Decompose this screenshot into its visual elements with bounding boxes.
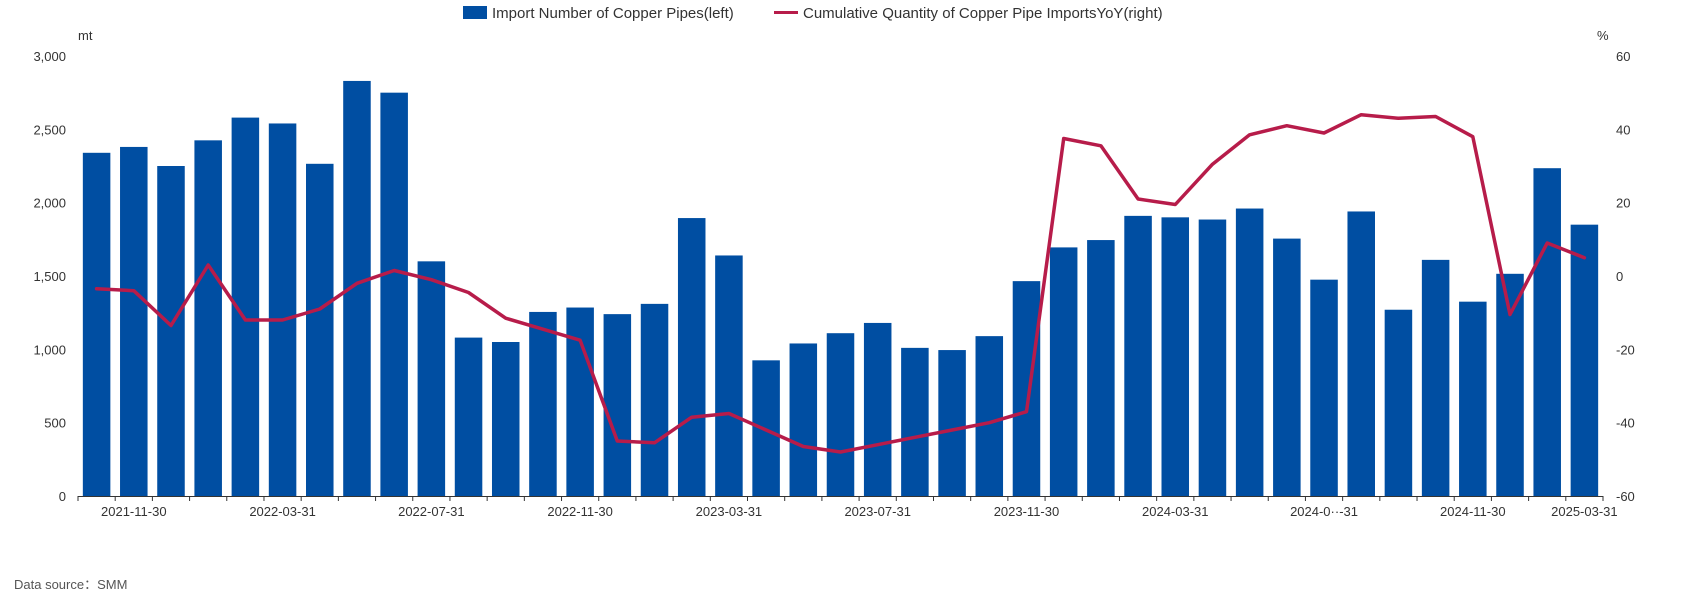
left-tick-label: 2,500 (33, 122, 66, 137)
right-axis-unit: % (1597, 28, 1609, 43)
right-tick-label: 40 (1616, 122, 1630, 137)
left-tick-label: 1,000 (33, 342, 66, 357)
right-tick-label: -20 (1616, 342, 1635, 357)
left-tick-label: 2,000 (33, 196, 66, 211)
bar (975, 336, 1004, 496)
bar (1570, 224, 1599, 496)
bar (789, 343, 818, 496)
x-tick-label: 2022-11-30 (547, 504, 613, 519)
x-tick-label: 2024-0··-31 (1290, 504, 1358, 519)
yoy-line-series (94, 112, 1587, 454)
bar (1459, 301, 1487, 496)
x-tick-label: 2023-11-30 (994, 504, 1060, 519)
bar (715, 255, 743, 496)
left-tick-label: 3,000 (33, 49, 66, 64)
bar (863, 322, 892, 496)
x-tick-label: 2021-11-30 (101, 504, 167, 519)
bar (417, 261, 446, 496)
x-tick-label: 2025-03-31 (1551, 504, 1618, 519)
bar (1347, 211, 1375, 496)
bar (901, 347, 929, 496)
x-tick-label: 2023-03-31 (696, 504, 763, 519)
right-axis: -60 -40 -20 0 20 40 60 (1616, 49, 1635, 504)
left-axis: 0 500 1,000 1,500 2,000 2,500 3,000 (33, 49, 66, 504)
bar (491, 342, 520, 496)
bar (1273, 238, 1301, 496)
legend-bar-swatch (463, 6, 487, 19)
bar (938, 350, 966, 496)
bar (194, 140, 222, 497)
legend-line-label: Cumulative Quantity of Copper Pipe Impor… (803, 5, 1163, 22)
bar (1124, 215, 1152, 496)
bar (529, 311, 557, 496)
bar (1198, 219, 1227, 497)
x-tick-label: 2022-03-31 (249, 504, 316, 519)
bar (603, 314, 632, 496)
bar (1421, 259, 1450, 496)
bar (1235, 208, 1264, 497)
x-tick-label: 2024-03-31 (1142, 504, 1209, 519)
bar (1161, 217, 1190, 497)
right-tick-label: 20 (1616, 196, 1630, 211)
left-tick-label: 500 (44, 416, 66, 431)
bar (120, 146, 148, 496)
right-tick-label: -60 (1616, 489, 1635, 504)
bar (677, 218, 706, 497)
x-axis: 2021-11-30 2022-03-31 2022-07-31 2022-11-30… (77, 496, 1618, 519)
bar (380, 92, 408, 497)
bar (1310, 279, 1338, 496)
legend[interactable]: Import Number of Copper Pipes(left) Cumu… (463, 5, 1163, 22)
bar (82, 152, 111, 497)
right-tick-label: 0 (1616, 269, 1623, 284)
bar (306, 163, 334, 497)
bar (1012, 281, 1041, 496)
legend-bar-label: Import Number of Copper Pipes(left) (492, 5, 734, 22)
right-tick-label: 60 (1616, 49, 1630, 64)
x-tick-label: 2022-07-31 (398, 504, 465, 519)
bar (268, 123, 297, 496)
bar (1049, 247, 1078, 496)
right-tick-label: -40 (1616, 416, 1635, 431)
left-tick-label: 0 (59, 489, 66, 504)
bar (640, 303, 669, 496)
bar (1533, 168, 1561, 496)
data-source-note: Data source：SMM (14, 577, 128, 592)
bar (1384, 309, 1413, 496)
bar (157, 166, 185, 496)
left-tick-label: 1,500 (33, 269, 66, 284)
bar (1087, 240, 1115, 496)
bar-series (82, 80, 1599, 497)
x-tick-label: 2024-11-30 (1440, 504, 1506, 519)
x-tick-label: 2023-07-31 (844, 504, 911, 519)
left-axis-unit: mt (78, 28, 93, 43)
bar (454, 337, 483, 496)
bar (826, 333, 855, 496)
